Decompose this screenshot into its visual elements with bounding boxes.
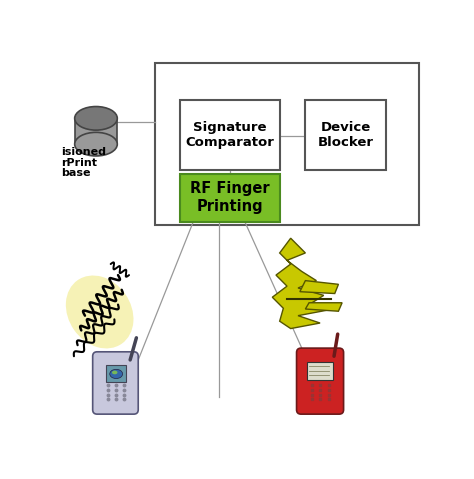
FancyBboxPatch shape	[297, 348, 344, 414]
FancyBboxPatch shape	[106, 365, 127, 382]
FancyBboxPatch shape	[93, 352, 138, 414]
Text: base: base	[61, 168, 91, 178]
Ellipse shape	[66, 275, 134, 348]
Text: rPrint: rPrint	[61, 158, 97, 168]
Ellipse shape	[75, 106, 117, 130]
Ellipse shape	[110, 369, 123, 378]
Ellipse shape	[75, 132, 117, 156]
FancyBboxPatch shape	[307, 362, 333, 380]
Text: isioned: isioned	[61, 147, 106, 157]
Text: RF Finger
Printing: RF Finger Printing	[190, 182, 270, 214]
Text: Signature
Comparator: Signature Comparator	[186, 121, 274, 149]
Polygon shape	[272, 238, 328, 329]
FancyBboxPatch shape	[155, 63, 419, 225]
Polygon shape	[305, 303, 342, 311]
Text: Device
Blocker: Device Blocker	[318, 121, 374, 149]
Ellipse shape	[112, 371, 118, 374]
Polygon shape	[300, 281, 338, 294]
FancyBboxPatch shape	[305, 100, 386, 170]
FancyBboxPatch shape	[181, 174, 280, 222]
FancyBboxPatch shape	[181, 100, 280, 170]
Bar	[75, 118, 117, 144]
